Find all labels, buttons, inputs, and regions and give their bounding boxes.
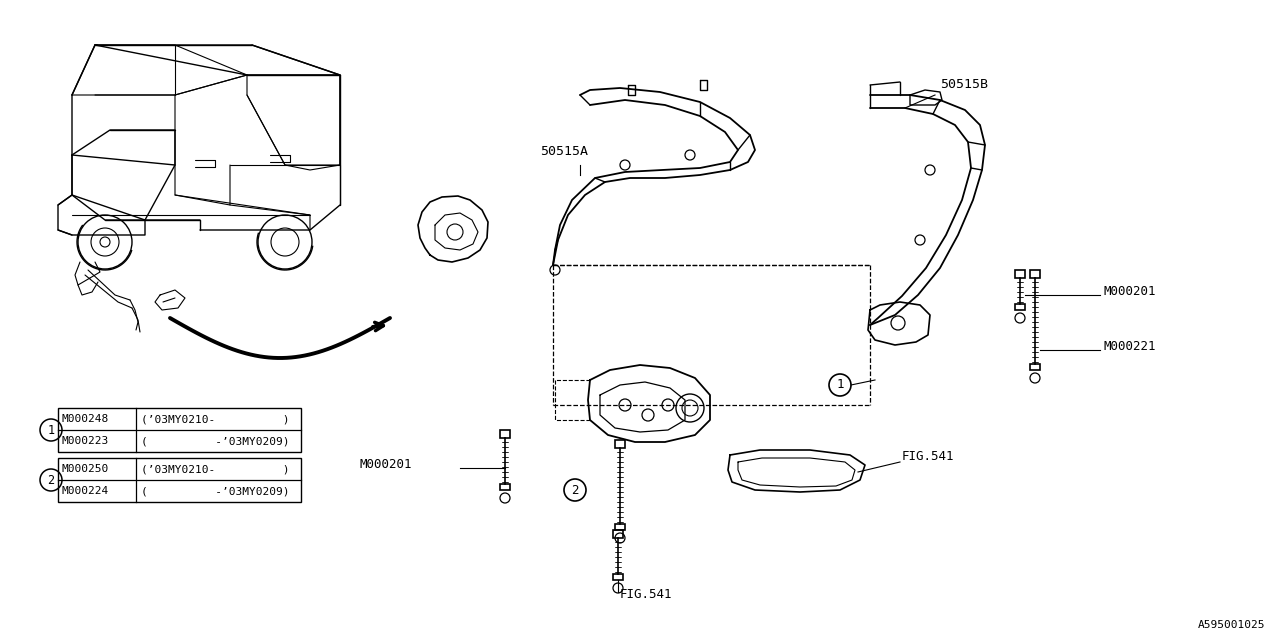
Bar xyxy=(500,430,509,438)
Bar xyxy=(613,574,623,580)
Text: (’03MY0210-          ): (’03MY0210- ) xyxy=(141,464,289,474)
Text: (          -’03MY0209): ( -’03MY0209) xyxy=(141,486,289,496)
Text: FIG.541: FIG.541 xyxy=(620,588,672,601)
Bar xyxy=(614,440,625,448)
Text: (’03MY0210-          ): (’03MY0210- ) xyxy=(141,414,289,424)
Bar xyxy=(1030,270,1039,278)
Text: (          -’03MY0209): ( -’03MY0209) xyxy=(141,436,289,446)
Text: 50515B: 50515B xyxy=(940,78,988,91)
Text: M000201: M000201 xyxy=(360,458,412,471)
Text: M000221: M000221 xyxy=(1103,340,1156,353)
Bar xyxy=(500,484,509,490)
Bar xyxy=(1030,364,1039,370)
Bar xyxy=(58,458,301,502)
Text: 50515A: 50515A xyxy=(540,145,588,158)
Bar xyxy=(614,524,625,530)
Text: M000250: M000250 xyxy=(61,464,109,474)
Text: 1: 1 xyxy=(47,424,55,436)
Text: 1: 1 xyxy=(836,378,844,392)
Text: 2: 2 xyxy=(571,483,579,497)
Text: A595001025: A595001025 xyxy=(1198,620,1265,630)
Bar xyxy=(58,408,301,452)
Bar xyxy=(613,530,623,538)
Bar xyxy=(1015,270,1025,278)
Text: M000224: M000224 xyxy=(61,486,109,496)
Text: 2: 2 xyxy=(47,474,55,486)
Text: M000248: M000248 xyxy=(61,414,109,424)
Bar xyxy=(1015,304,1025,310)
Text: FIG.541: FIG.541 xyxy=(902,450,955,463)
Text: M000223: M000223 xyxy=(61,436,109,446)
Text: M000201: M000201 xyxy=(1103,285,1156,298)
